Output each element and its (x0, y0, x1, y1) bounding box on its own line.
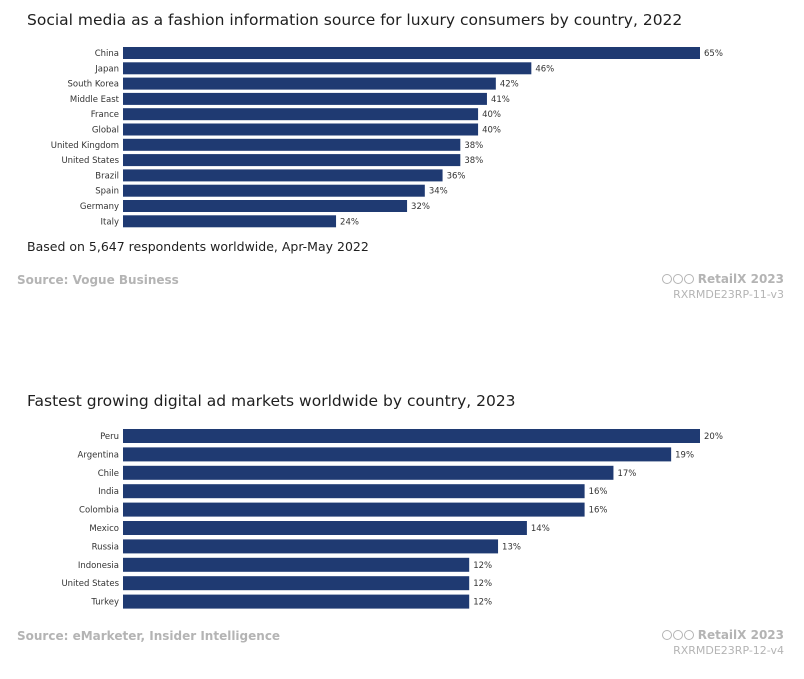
brand-name: RetailX 2023 (697, 628, 784, 642)
value-label: 19% (675, 450, 694, 460)
category-label: Global (92, 126, 119, 136)
category-label: Indonesia (78, 561, 119, 571)
value-label: 41% (491, 95, 510, 105)
bar (123, 169, 443, 182)
bar (123, 154, 461, 167)
bar (123, 521, 527, 535)
creative-commons-icon (661, 274, 694, 284)
value-label: 24% (340, 217, 359, 227)
bar (123, 557, 470, 572)
category-label: Turkey (90, 598, 119, 608)
bar (123, 502, 585, 517)
chart-2-branding: RetailX 2023 RXRMDE23RP-12-v4 (661, 628, 784, 657)
bar (123, 77, 496, 90)
category-label: France (91, 110, 119, 120)
category-label: Brazil (95, 171, 119, 181)
category-label: Japan (94, 64, 119, 74)
bar (123, 200, 408, 212)
value-label: 12% (473, 579, 492, 589)
value-label: 32% (411, 202, 430, 212)
chart-code: RXRMDE23RP-12-v4 (673, 644, 784, 657)
chart-2-title: Fastest growing digital ad markets world… (27, 392, 516, 410)
chart-1-note: Based on 5,647 respondents worldwide, Ap… (27, 239, 369, 254)
chart-1-plot: China 65% Japan 46% South Korea 42% Middle Eas… (51, 47, 723, 228)
category-label: United States (61, 156, 119, 166)
category-label: India (98, 487, 119, 497)
value-label: 16% (589, 506, 608, 516)
chart-2-plot: Peru 20% Argentina 19% Chile 17% India 16% Colom… (61, 429, 723, 609)
bar (123, 123, 479, 136)
category-label: Germany (80, 202, 119, 212)
value-label: 36% (447, 171, 466, 181)
bar (123, 539, 499, 554)
category-label: Middle East (70, 95, 120, 105)
bar (123, 484, 585, 499)
value-label: 46% (535, 64, 554, 74)
category-label: Peru (100, 432, 119, 442)
bar (123, 92, 487, 105)
bar (123, 429, 700, 443)
value-label: 38% (464, 141, 483, 151)
bar (123, 576, 470, 591)
bar (123, 594, 470, 609)
chart-2-source: Source: eMarketer, Insider Intelligence (17, 629, 281, 643)
bar (123, 184, 425, 197)
bar (123, 465, 614, 480)
bar (123, 447, 672, 462)
bar (123, 108, 479, 121)
creative-commons-icon (661, 630, 694, 640)
bar (123, 62, 532, 75)
category-label: Argentina (78, 450, 119, 460)
value-label: 38% (464, 156, 483, 166)
category-label: Italy (101, 217, 119, 227)
bar (123, 138, 461, 151)
value-label: 13% (502, 542, 521, 552)
category-label: Spain (95, 187, 119, 197)
category-label: China (95, 49, 119, 59)
category-label: Colombia (79, 506, 119, 516)
bar (123, 215, 337, 228)
value-label: 14% (531, 524, 550, 534)
value-label: 42% (500, 80, 519, 90)
value-label: 20% (704, 432, 723, 442)
value-label: 34% (429, 187, 448, 197)
chart-code: RXRMDE23RP-11-v3 (673, 288, 784, 301)
value-label: 65% (704, 49, 723, 59)
chart-1-branding: RetailX 2023 RXRMDE23RP-11-v3 (661, 272, 784, 301)
category-label: Mexico (89, 524, 119, 534)
category-label: South Korea (67, 80, 119, 90)
brand-name: RetailX 2023 (697, 272, 784, 286)
category-label: United Kingdom (51, 141, 119, 151)
value-label: 12% (473, 598, 492, 608)
value-label: 40% (482, 110, 501, 120)
bar (123, 47, 700, 59)
category-label: Chile (98, 469, 119, 479)
value-label: 40% (482, 126, 501, 136)
value-label: 12% (473, 561, 492, 571)
category-label: Russia (92, 542, 119, 552)
chart-1-title: Social media as a fashion information so… (27, 11, 683, 29)
chart-1-source: Source: Vogue Business (17, 273, 179, 287)
category-label: United States (61, 579, 119, 589)
value-label: 16% (589, 487, 608, 497)
value-label: 17% (617, 469, 636, 479)
